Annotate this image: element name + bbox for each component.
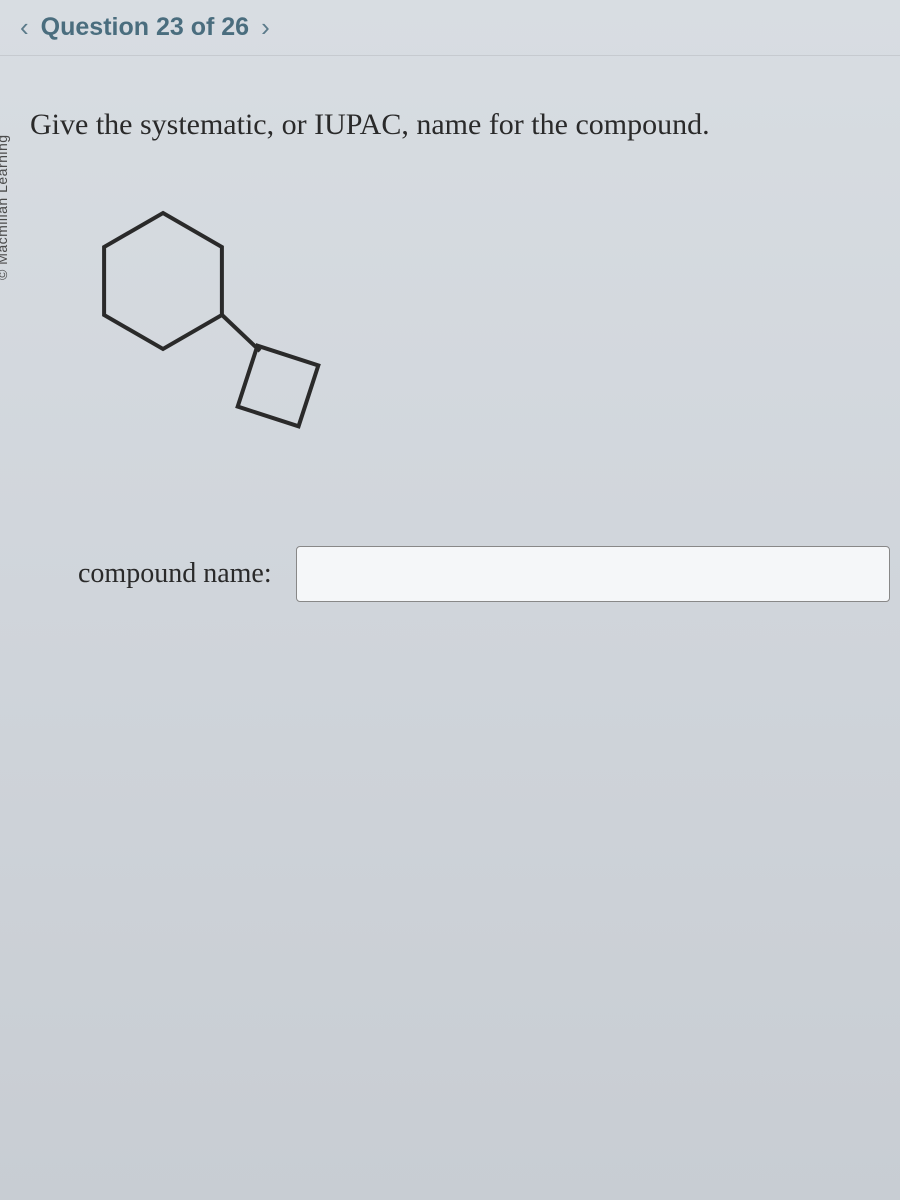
cyclobutane-ring [228, 336, 328, 441]
answer-label: compound name: [78, 558, 272, 590]
answer-row: compound name: [8, 546, 890, 602]
question-prompt: Give the systematic, or IUPAC, name for … [8, 104, 890, 146]
next-question-arrow[interactable]: › [257, 12, 274, 43]
question-content: Give the systematic, or IUPAC, name for … [0, 56, 900, 602]
chemical-structure-diagram [8, 186, 890, 486]
prev-question-arrow[interactable]: ‹ [16, 12, 33, 43]
question-nav: ‹ Question 23 of 26 › [0, 0, 900, 56]
question-counter: Question 23 of 26 [41, 13, 249, 42]
compound-name-input[interactable] [296, 546, 890, 602]
